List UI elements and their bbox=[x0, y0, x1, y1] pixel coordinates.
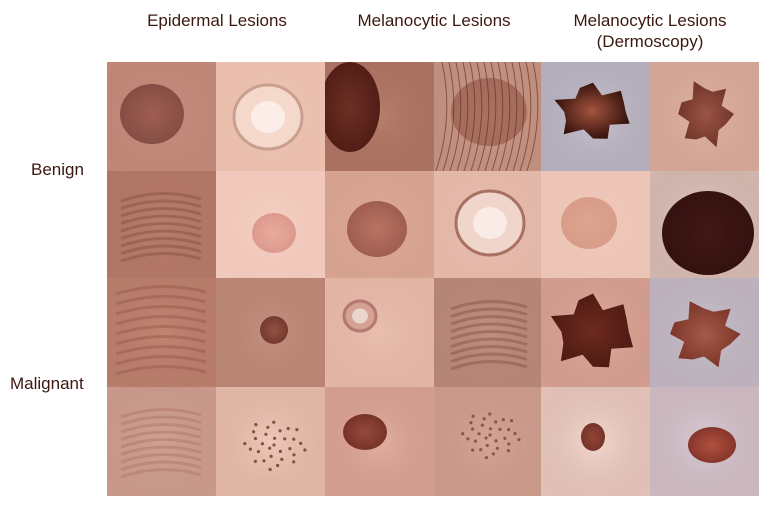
lesion-image bbox=[107, 278, 216, 387]
column-title-text: Epidermal Lesions bbox=[147, 11, 287, 30]
column-title-subtext: (Dermoscopy) bbox=[596, 32, 704, 51]
lesion-image bbox=[325, 387, 434, 496]
grid-malignant-dermoscopy bbox=[541, 278, 759, 496]
lesion-image bbox=[650, 387, 759, 496]
lesion-image bbox=[434, 387, 543, 496]
lesion-image bbox=[434, 171, 543, 280]
grid-malignant-epidermal bbox=[107, 278, 325, 496]
lesion-image bbox=[107, 62, 216, 171]
lesion-image bbox=[325, 278, 434, 387]
lesion-image bbox=[216, 171, 325, 280]
grid-benign-melanocytic bbox=[325, 62, 543, 280]
row-label-malignant: Malignant bbox=[10, 374, 84, 393]
column-title-text: Melanocytic Lesions bbox=[573, 11, 727, 30]
lesion-image bbox=[650, 62, 759, 171]
row-label-benign: Benign bbox=[31, 160, 84, 179]
lesion-image bbox=[650, 171, 759, 280]
lesion-image bbox=[216, 387, 325, 496]
column-title-melanocytic: Melanocytic Lesions bbox=[325, 10, 543, 31]
lesion-image bbox=[434, 278, 543, 387]
lesion-image bbox=[541, 62, 650, 171]
column-title-dermoscopy: Melanocytic Lesions (Dermoscopy) bbox=[535, 10, 765, 52]
grid-malignant-melanocytic bbox=[325, 278, 543, 496]
lesion-image bbox=[650, 278, 759, 387]
lesion-image bbox=[541, 278, 650, 387]
lesion-image bbox=[216, 62, 325, 171]
lesion-image bbox=[541, 171, 650, 280]
grid-benign-dermoscopy bbox=[541, 62, 759, 280]
lesion-image bbox=[541, 387, 650, 496]
lesion-image bbox=[107, 387, 216, 496]
lesion-image bbox=[325, 62, 434, 171]
column-title-text: Melanocytic Lesions bbox=[357, 11, 511, 30]
grid-benign-epidermal bbox=[107, 62, 325, 280]
column-title-epidermal: Epidermal Lesions bbox=[108, 10, 326, 31]
lesion-image bbox=[107, 171, 216, 280]
lesion-image bbox=[434, 62, 543, 171]
lesion-image bbox=[216, 278, 325, 387]
lesion-image bbox=[325, 171, 434, 280]
